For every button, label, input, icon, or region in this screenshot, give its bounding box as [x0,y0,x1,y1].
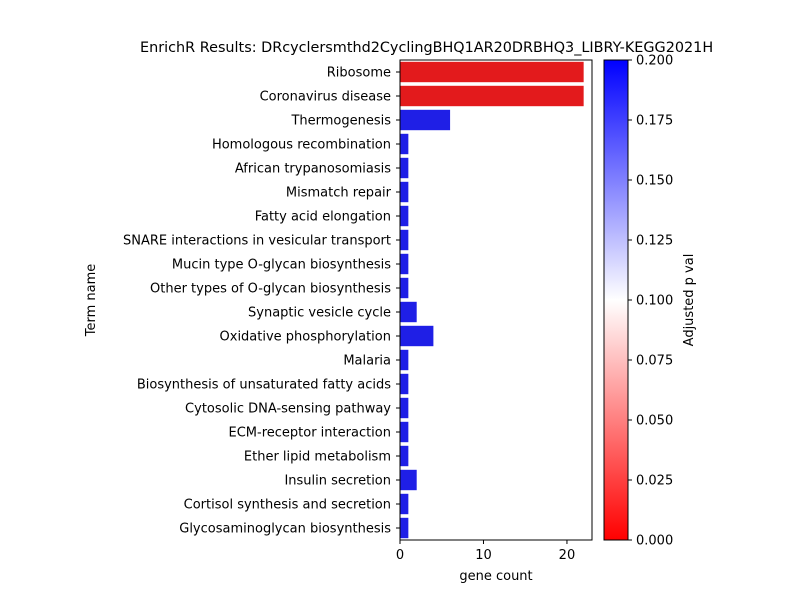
y-tick-label: Biosynthesis of unsaturated fatty acids [137,378,391,393]
colorbar-tick-label: 0.050 [636,414,673,429]
y-tick-label: Ether lipid metabolism [244,450,391,465]
colorbar-tick-label: 0.075 [636,354,673,369]
bar [400,325,434,347]
bar [400,373,409,395]
colorbar-tick-label: 0.200 [636,54,673,69]
y-tick-label: ECM-receptor interaction [229,426,392,441]
colorbar [603,59,629,541]
y-tick-label: Other types of O-glycan biosynthesis [150,282,391,297]
bar [400,397,409,419]
x-tick-label: 20 [559,548,576,563]
bar [400,517,409,539]
y-tick-label: SNARE interactions in vesicular transpor… [123,234,391,249]
colorbar-tick-label: 0.125 [636,234,673,249]
y-tick-label: Cortisol synthesis and secretion [184,498,391,513]
colorbar-tick-label: 0.025 [636,474,673,489]
y-tick-label: Fatty acid elongation [255,210,391,225]
colorbar-ticks: 0.000 0.025 0.050 0.075 0.100 0.125 0.150 0.175… [628,54,673,549]
y-tick-label: Thermogenesis [290,114,391,129]
bar [400,493,409,515]
bar-group [400,61,584,539]
y-tick-label: Mismatch repair [286,186,392,201]
colorbar-tick-label: 0.150 [636,174,673,189]
chart-title: EnrichR Results: DRcyclersmthd2CyclingBH… [140,40,713,56]
x-tick-label: 0 [396,548,404,563]
bar [400,85,584,107]
x-tick-label: 10 [475,548,492,563]
bar [400,229,409,251]
y-tick-label: Synaptic vesicle cycle [248,306,391,321]
bar [400,133,409,155]
plot-frame [399,59,593,541]
y-tick-label: Ribosome [327,66,391,81]
bar [400,61,584,83]
y-tick-labels: Ribosome Coronavirus disease Thermogenesis… [123,66,400,537]
bar [400,421,409,443]
bar [400,469,417,491]
x-axis-ticks: 0 10 20 [396,540,575,563]
bar [400,301,417,323]
colorbar-label: Adjusted p val [682,254,697,347]
y-tick-label: Homologous recombination [212,138,391,153]
bar [400,157,409,179]
y-tick-label: Cytosolic DNA-sensing pathway [185,402,391,417]
bar [400,253,409,275]
colorbar-tick-label: 0.100 [636,294,673,309]
bar [400,205,409,227]
y-tick-label: African trypanosomiasis [235,162,391,177]
y-tick-label: Oxidative phosphorylation [220,330,391,345]
y-tick-label: Malaria [343,354,391,369]
bar [400,349,409,371]
bar [400,181,409,203]
y-tick-label: Coronavirus disease [260,90,391,105]
x-axis-label: gene count [459,569,532,584]
y-axis-label: Term name [84,264,99,338]
y-tick-label: Mucin type O-glycan biosynthesis [172,258,391,273]
bar [400,445,409,467]
bar [400,277,409,299]
colorbar-tick-label: 0.175 [636,114,673,129]
colorbar-tick-label: 0.000 [636,534,673,549]
y-tick-label: Glycosaminoglycan biosynthesis [179,522,391,537]
bar [400,109,451,131]
y-tick-label: Insulin secretion [284,474,391,489]
